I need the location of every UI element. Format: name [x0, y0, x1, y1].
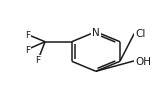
Text: Cl: Cl — [135, 29, 145, 39]
Text: F: F — [26, 31, 31, 40]
Text: N: N — [92, 27, 100, 37]
Text: OH: OH — [135, 56, 151, 66]
Text: F: F — [35, 56, 40, 65]
Text: F: F — [26, 45, 31, 54]
